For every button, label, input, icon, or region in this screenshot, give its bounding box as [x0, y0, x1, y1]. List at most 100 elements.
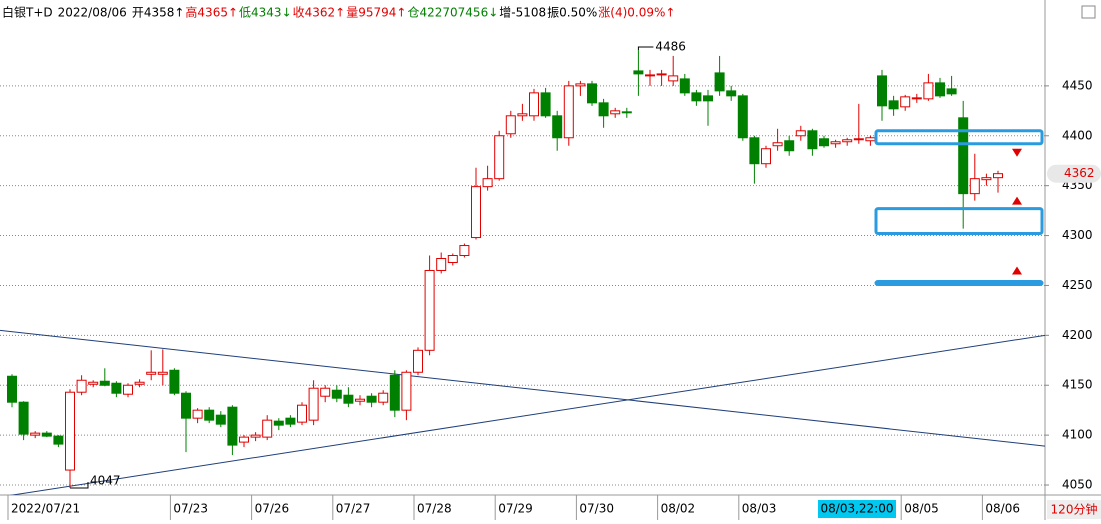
candle-body [53, 435, 64, 445]
candle-body [181, 392, 191, 419]
candle-body [401, 371, 412, 411]
header-item: 收4362↑ [293, 6, 346, 20]
candle-body [227, 406, 238, 446]
candle-body [853, 138, 864, 141]
plot [0, 49, 1045, 495]
y-tick-label: 4250 [1062, 278, 1093, 292]
candle-body [447, 255, 458, 263]
candle-body [923, 82, 934, 100]
candle-body [610, 110, 621, 115]
marker [1012, 196, 1022, 205]
x-tick-label: 07/28 [417, 502, 452, 516]
x-tick-label: 07/26 [255, 502, 290, 516]
header-item: 白银T+D [2, 5, 53, 20]
header-item: 低4343↓ [239, 6, 292, 20]
candle-body [761, 148, 771, 165]
candle-body [123, 384, 133, 395]
candle-body [239, 436, 249, 443]
candle-body [494, 135, 505, 180]
y-tick-label: 4200 [1062, 328, 1093, 342]
trendline [0, 329, 1045, 447]
x-tick-label: 08/06 [985, 502, 1020, 516]
x-tick-label: 07/27 [336, 502, 371, 516]
candle-body [459, 245, 470, 257]
candle-body [273, 420, 284, 426]
candle-body [436, 258, 447, 271]
y-tick-label: 4300 [1062, 228, 1093, 242]
candle-body [471, 186, 481, 239]
candle-body [703, 95, 713, 102]
candle-body [18, 401, 29, 435]
candle-body [331, 389, 342, 399]
marker [1012, 266, 1022, 275]
candle-body [691, 92, 702, 102]
candle-body [888, 100, 899, 110]
candle-body [784, 140, 795, 152]
high-leader [637, 46, 654, 50]
low-leader [70, 482, 89, 489]
crosshair-box [818, 500, 896, 518]
x-tick-label: 08/05 [904, 502, 939, 516]
trendline [9, 334, 1045, 495]
candle-body [807, 130, 818, 150]
candle-body [865, 137, 876, 142]
candle-body [111, 382, 122, 394]
header-item: 增-5108 [499, 6, 546, 20]
candle-body [250, 434, 261, 438]
x-tick-label: 08/02 [661, 502, 696, 516]
candle-body [343, 394, 354, 404]
crosshair-label: 08/03,22:00 [821, 502, 894, 516]
candle-body [355, 398, 365, 402]
candle-body [99, 380, 110, 386]
zone [874, 207, 1044, 236]
header-item: 振0.50% [547, 6, 597, 20]
candle-body [668, 75, 679, 82]
candle-body [413, 349, 423, 373]
candle-body [714, 72, 725, 92]
candle-body [517, 113, 528, 117]
header-item: 仓422707456↓ [407, 6, 498, 20]
candle-body [621, 111, 632, 114]
candle-body [424, 269, 435, 351]
candle-body [76, 379, 87, 393]
y-tick-label: 4400 [1062, 128, 1093, 142]
candle-body [88, 381, 99, 385]
y-tick-label: 4150 [1062, 378, 1093, 392]
header-item: 开4358↑ [132, 6, 185, 20]
candle-body [378, 392, 389, 403]
candle-body [645, 74, 655, 77]
candle-body [749, 137, 760, 165]
candle-body [552, 115, 563, 139]
header-item: 涨(4)0.09%↑ [598, 5, 675, 20]
period-box [1047, 500, 1101, 519]
candle-body [587, 83, 597, 104]
grid: 4050410041504200425043004350440044502022… [0, 78, 1093, 520]
x-tick-label: 07/29 [498, 502, 533, 516]
candle-body [529, 92, 539, 117]
candle-body [679, 78, 690, 94]
header-item: 2022/08/06 [58, 6, 127, 20]
candle-body [795, 130, 806, 137]
candle-body [366, 395, 377, 403]
candle-body [192, 409, 203, 419]
marker [1012, 148, 1022, 157]
candle-body [41, 432, 52, 437]
candle-body [772, 142, 783, 147]
candle-body [285, 417, 296, 425]
candle-body [563, 85, 574, 139]
candle-body [935, 82, 945, 97]
high-label: 4486 [655, 39, 686, 53]
candle-body [134, 381, 145, 385]
candle-body [320, 387, 331, 397]
y-tick-label: 4050 [1062, 478, 1093, 492]
candle-body [262, 419, 273, 438]
x-tick-label: 08/03 [742, 502, 777, 516]
overlay: 4486 4047 4362 [70, 39, 1101, 489]
candle-body [946, 88, 957, 95]
candle-body [737, 95, 748, 139]
window-icon[interactable] [1081, 5, 1096, 19]
candle-body [958, 117, 969, 195]
candle-body [389, 374, 400, 411]
candle-body [540, 92, 551, 117]
candle-body [830, 141, 841, 145]
